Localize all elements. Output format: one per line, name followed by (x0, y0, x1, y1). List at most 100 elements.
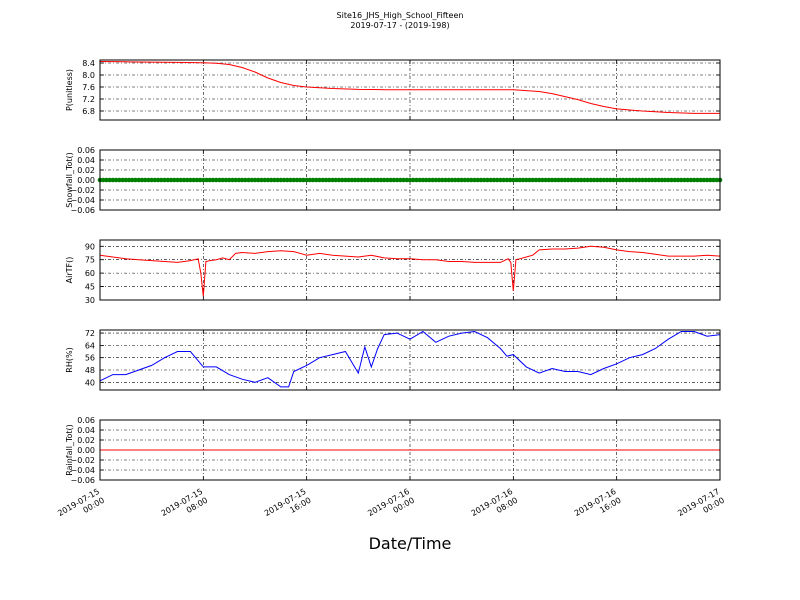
data-point (310, 177, 316, 183)
data-point (533, 177, 539, 183)
data-point (339, 177, 345, 183)
data-point (249, 177, 255, 183)
data-point (540, 177, 545, 183)
y-axis-label: RH(%) (65, 347, 74, 372)
data-point (246, 177, 251, 183)
y-tick-label: 30 (85, 296, 95, 305)
data-point (142, 177, 148, 183)
data-point (107, 177, 112, 183)
data-point (323, 177, 329, 183)
data-point (682, 177, 687, 183)
data-point (562, 177, 568, 183)
data-point (275, 177, 280, 183)
data-point (404, 177, 410, 183)
y-tick-label: 48 (85, 366, 95, 375)
data-point (436, 177, 442, 183)
y-tick-label: 0.06 (77, 416, 95, 425)
data-point (226, 177, 232, 183)
y-axis-label: Snowfall_Tot() (65, 152, 74, 208)
data-point (559, 177, 565, 183)
data-point (333, 177, 339, 183)
data-point (630, 177, 636, 183)
data-point (672, 177, 678, 183)
data-point (398, 177, 403, 183)
data-point (259, 177, 264, 183)
series-line (99, 245, 721, 297)
y-tick-label: 0.06 (77, 146, 95, 155)
y-tick-label: 8.4 (82, 59, 95, 68)
axes-frame (99, 59, 721, 121)
data-point (378, 177, 384, 183)
y-axis-label: Rainfall_Tot() (65, 424, 74, 476)
data-point (230, 177, 235, 183)
data-point (695, 177, 700, 183)
y-tick-label: −0.02 (70, 186, 95, 195)
data-point (443, 177, 448, 183)
data-point (452, 177, 458, 183)
y-tick-label: 0.04 (77, 426, 95, 435)
data-point (485, 177, 490, 183)
data-point (465, 177, 471, 183)
data-point (152, 177, 158, 183)
data-point (294, 177, 300, 183)
data-point (711, 177, 716, 183)
data-point (162, 177, 167, 183)
data-point (146, 177, 151, 183)
data-point (488, 177, 494, 183)
data-point (504, 177, 510, 183)
data-point (407, 177, 413, 183)
data-point (446, 177, 452, 183)
data-point (326, 177, 332, 183)
data-point (391, 177, 397, 183)
data-point (701, 177, 707, 183)
y-tick-label: 56 (85, 354, 95, 363)
y-tick-label: 45 (85, 283, 95, 292)
data-point (427, 177, 432, 183)
data-point (514, 177, 519, 183)
y-tick-label: 7.2 (82, 95, 95, 104)
data-point (126, 177, 132, 183)
data-point (301, 177, 306, 183)
data-point (272, 177, 277, 183)
data-point (523, 177, 529, 183)
data-point (685, 177, 691, 183)
data-point (675, 177, 681, 183)
data-point (640, 177, 645, 183)
data-point (420, 177, 426, 183)
data-point (181, 177, 187, 183)
data-point (307, 177, 313, 183)
series-line (99, 61, 720, 114)
data-point (669, 177, 674, 183)
data-point (110, 177, 116, 183)
data-point (624, 177, 629, 183)
data-point (336, 177, 342, 183)
data-point (184, 177, 190, 183)
data-point (194, 177, 200, 183)
data-point (572, 177, 577, 183)
data-point (278, 177, 284, 183)
data-point (178, 177, 184, 183)
data-point (549, 177, 555, 183)
y-tick-label: 7.6 (82, 83, 95, 92)
data-point (423, 177, 429, 183)
data-point (678, 177, 684, 183)
data-point (659, 177, 665, 183)
data-point (569, 177, 574, 183)
data-point (582, 177, 587, 183)
data-point (627, 177, 632, 183)
data-point (643, 177, 649, 183)
y-tick-label: 0.04 (77, 156, 95, 165)
series-line (99, 330, 721, 388)
data-point (469, 177, 474, 183)
data-point (430, 177, 435, 183)
data-point (691, 177, 697, 183)
data-point (123, 177, 129, 183)
data-point (553, 177, 558, 183)
data-point (472, 177, 477, 183)
data-point (346, 177, 351, 183)
data-point (601, 177, 607, 183)
data-point (462, 177, 468, 183)
y-tick-label: 64 (85, 341, 95, 350)
data-point (288, 177, 293, 183)
y-tick-label: 72 (85, 329, 95, 338)
